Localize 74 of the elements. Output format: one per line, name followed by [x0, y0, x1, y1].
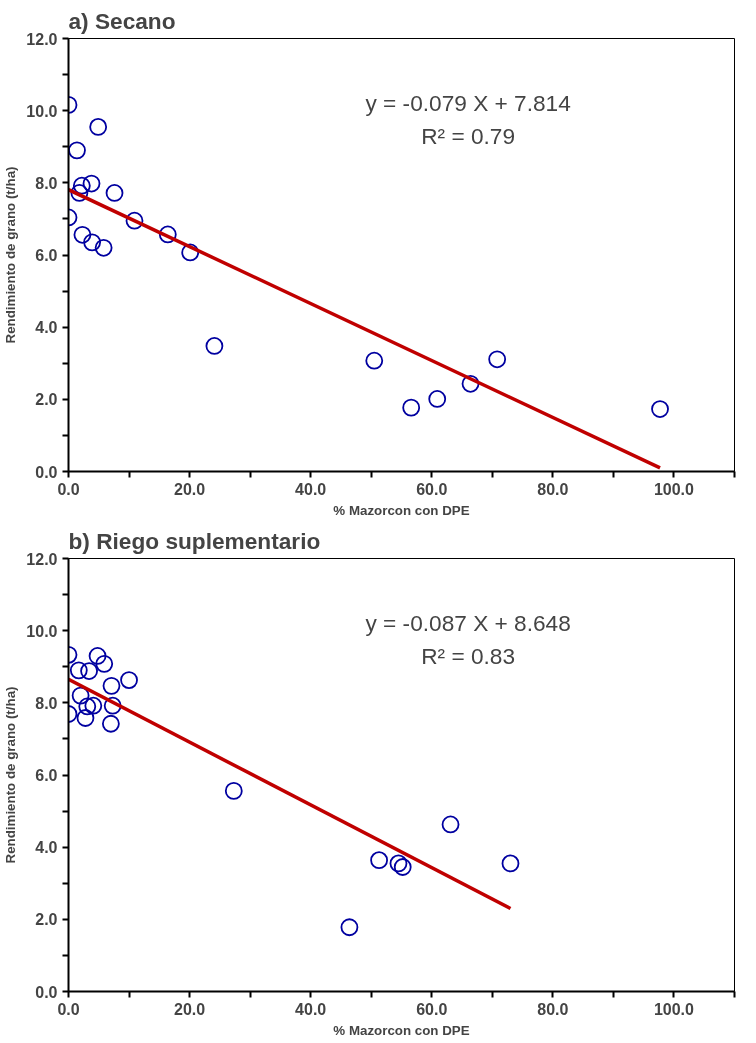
annotation: y = -0.079 X + 7.814	[365, 90, 571, 117]
point	[82, 174, 101, 193]
point	[428, 390, 447, 408]
point	[340, 918, 359, 937]
y-tick-label: 4.0	[35, 319, 58, 337]
chart-title: b) Riego suplementario	[68, 527, 321, 554]
point	[103, 696, 122, 715]
point	[88, 647, 107, 665]
point	[105, 184, 124, 202]
point	[68, 141, 86, 160]
x-tick-label: 80.0	[537, 480, 569, 498]
point	[80, 662, 98, 680]
point	[402, 398, 421, 417]
y-tick-label: 12.0	[26, 550, 58, 568]
x-tick-label: 80.0	[537, 1000, 569, 1018]
point	[205, 337, 224, 355]
point	[181, 243, 200, 262]
y-axis-title: Rendimiento de grano (t/ha)	[3, 686, 19, 864]
annotation: R² = 0.83	[421, 642, 516, 669]
point	[71, 686, 90, 705]
x-tick-label: 60.0	[416, 1000, 448, 1018]
point	[76, 709, 95, 727]
y-tick-label: 0.0	[35, 463, 58, 481]
y-tick-label: 4.0	[35, 839, 58, 857]
x-axis-title: % Mazorcon con DPE	[333, 502, 470, 518]
y-tick-label: 8.0	[35, 694, 58, 712]
point	[70, 184, 89, 202]
point	[370, 851, 388, 870]
point	[393, 858, 412, 876]
point	[78, 697, 97, 716]
y-tick-label: 10.0	[26, 622, 58, 640]
x-tick-label: 0.0	[57, 480, 80, 498]
point	[101, 714, 120, 733]
point	[94, 238, 113, 257]
y-tick-label: 2.0	[35, 391, 58, 409]
point	[441, 815, 460, 834]
y-tick-label: 0.0	[35, 983, 58, 1001]
x-tick-label: 60.0	[416, 480, 448, 498]
point	[158, 225, 177, 244]
y-tick-label: 6.0	[35, 247, 58, 264]
x-tick-label: 0.0	[57, 1000, 80, 1018]
point	[120, 671, 138, 689]
point	[72, 176, 91, 195]
x-axis-title: % Mazorcon con DPE	[333, 1022, 470, 1038]
x-tick-label: 20.0	[174, 480, 206, 498]
x-tick-label: 40.0	[295, 1000, 327, 1018]
point	[501, 854, 520, 873]
y-tick-label: 2.0	[35, 911, 58, 929]
y-tick-label: 8.0	[35, 174, 58, 192]
point	[73, 225, 92, 244]
annotation: R² = 0.79	[421, 122, 516, 149]
point	[84, 696, 103, 715]
point	[102, 676, 121, 695]
point	[461, 374, 480, 393]
point	[83, 233, 102, 252]
annotation: y = -0.087 X + 8.648	[365, 610, 571, 637]
point	[125, 211, 144, 230]
point	[95, 654, 114, 673]
chart-title: a) Secano	[68, 7, 176, 34]
y-tick-label: 10.0	[26, 102, 58, 120]
y-tick-label: 12.0	[26, 30, 58, 48]
point	[389, 854, 408, 873]
y-tick-label: 6.0	[35, 767, 58, 784]
y-axis-title: Rendimiento de grano (t/ha)	[3, 166, 19, 344]
point	[488, 350, 507, 369]
point	[69, 661, 88, 680]
point	[651, 400, 669, 418]
x-tick-label: 40.0	[295, 480, 327, 498]
x-tick-label: 100.0	[653, 480, 695, 498]
point	[89, 118, 108, 136]
x-tick-label: 100.0	[653, 1000, 695, 1018]
point	[224, 781, 243, 800]
point	[365, 351, 384, 370]
x-tick-label: 20.0	[174, 1000, 206, 1018]
